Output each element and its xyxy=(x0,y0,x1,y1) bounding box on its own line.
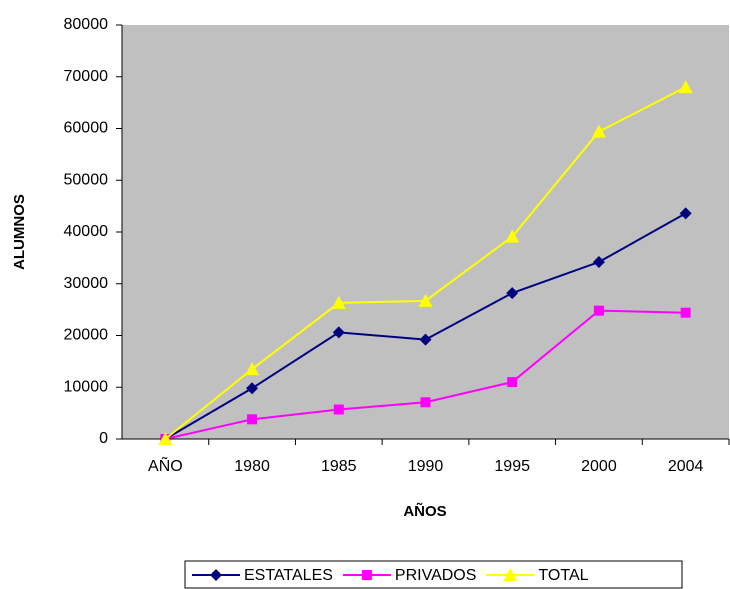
y-tick-label: 30000 xyxy=(64,275,109,292)
legend: ESTATALES PRIVADOS TOTAL xyxy=(184,560,683,589)
y-tick-label: 50000 xyxy=(64,171,109,188)
y-tick-label: 10000 xyxy=(64,378,109,395)
marker xyxy=(419,333,432,346)
x-tick-label: 2000 xyxy=(581,458,617,475)
y-tick-label: 80000 xyxy=(64,16,109,33)
marker xyxy=(418,293,433,307)
x-tick-label: 1995 xyxy=(494,458,530,475)
marker xyxy=(247,414,258,425)
plot-area xyxy=(122,25,729,439)
marker xyxy=(591,124,606,138)
marker xyxy=(210,569,222,581)
marker xyxy=(506,287,519,300)
legend-box xyxy=(184,560,683,589)
marker xyxy=(503,568,518,581)
legend-label: TOTAL xyxy=(538,567,588,584)
marker xyxy=(331,295,346,309)
marker xyxy=(680,307,691,318)
y-tick-label: 0 xyxy=(99,430,108,447)
marker xyxy=(246,382,259,395)
x-axis-title: AÑOS xyxy=(403,502,446,520)
marker xyxy=(592,256,605,269)
x-tick-label: 1985 xyxy=(321,458,357,475)
marker xyxy=(505,229,520,243)
x-tick-label: AÑO xyxy=(148,455,183,475)
marker xyxy=(507,377,518,388)
y-axis-title: ALUMNOS xyxy=(11,194,28,270)
x-tick-label: 1980 xyxy=(234,458,270,475)
y-tick-label: 60000 xyxy=(64,120,109,137)
marker xyxy=(332,326,345,339)
x-tick-label: 2004 xyxy=(668,458,704,475)
x-tick-label: 1990 xyxy=(408,458,444,475)
legend-label: ESTATALES xyxy=(244,567,333,584)
marker xyxy=(593,305,604,316)
y-tick-label: 40000 xyxy=(64,223,109,240)
marker xyxy=(420,397,431,408)
marker xyxy=(679,207,692,220)
marker xyxy=(333,404,344,415)
y-tick-label: 20000 xyxy=(64,327,109,344)
legend-label: PRIVADOS xyxy=(395,567,477,584)
marker xyxy=(361,570,372,580)
marker xyxy=(245,362,260,376)
y-tick-label: 70000 xyxy=(64,68,109,85)
marker xyxy=(678,80,693,94)
marker xyxy=(158,432,173,445)
